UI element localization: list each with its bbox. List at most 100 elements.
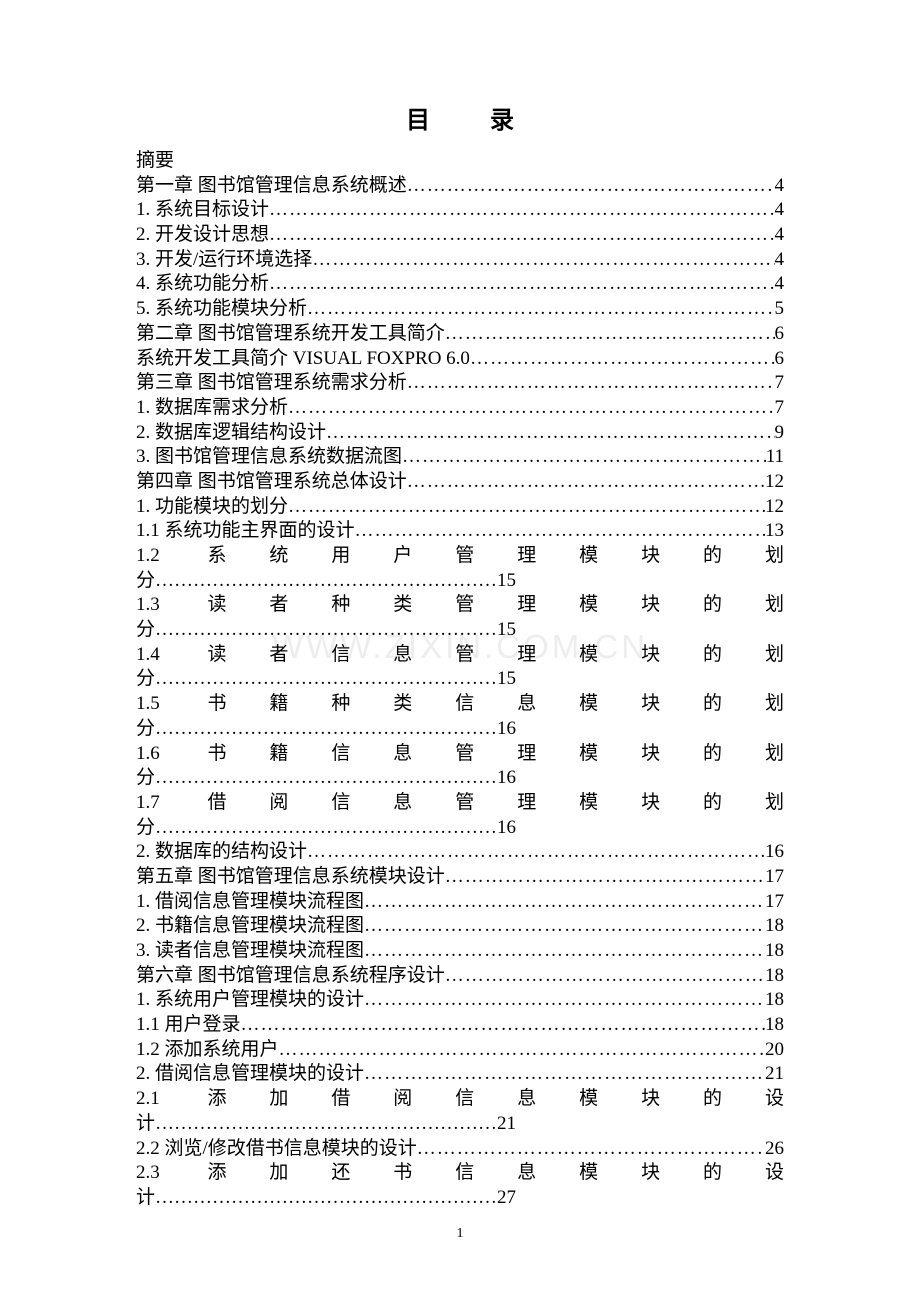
toc-title: 目录 xyxy=(136,100,784,135)
toc-entry-text: 3. 图书馆管理信息系统数据流图 xyxy=(136,445,402,470)
toc-entry: 2. 数据库的结构设计……………………………………………………………………………… xyxy=(136,840,784,865)
toc-entry-continuation: 分………………………………………………15 xyxy=(136,618,784,643)
toc-entry: 第二章 图书馆管理系统开发工具简介……………………………………………………………… xyxy=(136,322,784,347)
toc-entry-dots: …………………………………………………………………………………………………………… xyxy=(407,174,775,199)
toc-entry-justified: 1.2 系统用户管理模块的划 xyxy=(136,544,784,569)
toc-entry-text: 2. 借阅信息管理模块的设计 xyxy=(136,1062,364,1087)
toc-entry-continuation: 计………………………………………………27 xyxy=(136,1186,784,1211)
toc-entry: 5. 系统功能模块分析……………………………………………………………………………… xyxy=(136,297,784,322)
toc-entry-continuation: 分………………………………………………16 xyxy=(136,766,784,791)
toc-entry-dots: …………………………………………………………………………………………………………… xyxy=(407,371,775,396)
toc-entry-text: 1. 数据库需求分析 xyxy=(136,396,288,421)
toc-entry-dots: …………………………………………………………………………………………………………… xyxy=(445,322,775,347)
toc-entry-dots: …………………………………………………………………………………………………………… xyxy=(364,890,765,915)
toc-entry: 2. 书籍信息管理模块流程图……………………………………………………………………… xyxy=(136,914,784,939)
toc-entry-continuation: 计………………………………………………21 xyxy=(136,1112,784,1137)
toc-entry: 1.1 用户登录……………………………………………………………………………………… xyxy=(136,1013,784,1038)
toc-entry-dots: …………………………………………………………………………………………………………… xyxy=(417,1137,765,1162)
toc-entry-text: 系统开发工具简介 VISUAL FOXPRO 6.0 xyxy=(136,347,470,372)
toc-entry-text: 1.2 添加系统用户 xyxy=(136,1038,279,1063)
toc-entry: 3. 开发/运行环境选择…………………………………………………………………………… xyxy=(136,248,784,273)
toc-entry-continuation: 分………………………………………………15 xyxy=(136,667,784,692)
toc-entry-text: 2.2 浏览/修改借书信息模块的设计 xyxy=(136,1137,417,1162)
toc-entry: 1.2 添加系统用户………………………………………………………………………………… xyxy=(136,1038,784,1063)
toc-entry-text: 4. 系统功能分析 xyxy=(136,272,269,297)
toc-entry-page: 9 xyxy=(775,421,785,446)
toc-entry-text: 5. 系统功能模块分析 xyxy=(136,297,307,322)
toc-entry-text: 第二章 图书馆管理系统开发工具简介 xyxy=(136,322,445,347)
toc-entry: 1. 系统用户管理模块的设计……………………………………………………………………… xyxy=(136,988,784,1013)
toc-entry: 2. 开发设计思想…………………………………………………………………………………… xyxy=(136,223,784,248)
toc-entry: 2.2 浏览/修改借书信息模块的设计…………………………………………………………… xyxy=(136,1137,784,1162)
toc-entry-dots: …………………………………………………………………………………………………………… xyxy=(407,470,765,495)
toc-entry-text: 2. 数据库的结构设计 xyxy=(136,840,307,865)
toc-entry-text: 3. 读者信息管理模块流程图 xyxy=(136,939,364,964)
toc-entry: 1.1 系统功能主界面的设计……………………………………………………………………… xyxy=(136,519,784,544)
toc-entry-text: 1.1 系统功能主界面的设计 xyxy=(136,519,355,544)
content-area: 目录 摘要 第一章 图书馆管理信息系统概述…………………………………………………… xyxy=(136,100,784,1211)
toc-entry: 4. 系统功能分析…………………………………………………………………………………… xyxy=(136,272,784,297)
toc-entry-dots: …………………………………………………………………………………………………………… xyxy=(288,495,765,520)
toc-entry-dots: …………………………………………………………………………………………………………… xyxy=(470,347,775,372)
toc-entry-page: 17 xyxy=(765,865,784,890)
toc-entry-text: 2. 数据库逻辑结构设计 xyxy=(136,421,326,446)
toc-entry-page: 16 xyxy=(765,840,784,865)
toc-entry-dots: …………………………………………………………………………………………………………… xyxy=(402,445,766,470)
page-number: 1 xyxy=(457,1226,464,1242)
toc-entry: 3. 图书馆管理信息系统数据流图………………………………………………………………… xyxy=(136,445,784,470)
toc-entry-page: 21 xyxy=(765,1062,784,1087)
toc-entry-page: 12 xyxy=(765,495,784,520)
toc-entry-dots: …………………………………………………………………………………………………………… xyxy=(312,248,774,273)
toc-entry-text: 1. 借阅信息管理模块流程图 xyxy=(136,890,364,915)
toc-entry: 第六章 图书馆管理信息系统程序设计……………………………………………………………… xyxy=(136,964,784,989)
toc-entry-page: 20 xyxy=(765,1038,784,1063)
toc-entry-dots: …………………………………………………………………………………………………………… xyxy=(241,1013,765,1038)
toc-entry: 第四章 图书馆管理系统总体设计…………………………………………………………………… xyxy=(136,470,784,495)
toc-entry-dots: …………………………………………………………………………………………………………… xyxy=(307,840,765,865)
toc-entry-page: 17 xyxy=(765,890,784,915)
toc-entry-continuation: 分………………………………………………16 xyxy=(136,816,784,841)
toc-entry-page: 4 xyxy=(775,272,785,297)
toc-entry-dots: …………………………………………………………………………………………………………… xyxy=(364,1062,765,1087)
page-container: 目录 摘要 第一章 图书馆管理信息系统概述…………………………………………………… xyxy=(0,0,920,1251)
toc-entry-continuation: 分………………………………………………15 xyxy=(136,569,784,594)
toc-entry-page: 4 xyxy=(775,174,785,199)
toc-entry-dots: …………………………………………………………………………………………………………… xyxy=(288,396,774,421)
toc-entry-text: 第六章 图书馆管理信息系统程序设计 xyxy=(136,964,445,989)
toc-entry-text: 1. 系统用户管理模块的设计 xyxy=(136,988,364,1013)
toc-entry-justified: 1.4 读者信息管理模块的划 xyxy=(136,643,784,668)
toc-entry: 第一章 图书馆管理信息系统概述…………………………………………………………………… xyxy=(136,174,784,199)
toc-entry-dots: …………………………………………………………………………………………………………… xyxy=(364,914,765,939)
toc-entry: 1. 系统目标设计…………………………………………………………………………………… xyxy=(136,198,784,223)
toc-entry-dots: …………………………………………………………………………………………………………… xyxy=(279,1038,765,1063)
toc-entry-page: 18 xyxy=(765,988,784,1013)
toc-entry-text: 第三章 图书馆管理系统需求分析 xyxy=(136,371,407,396)
toc-entry-page: 18 xyxy=(765,964,784,989)
toc-entries: 第一章 图书馆管理信息系统概述…………………………………………………………………… xyxy=(136,174,784,1211)
toc-entry-dots: …………………………………………………………………………………………………………… xyxy=(307,297,774,322)
toc-entry-page: 7 xyxy=(775,396,785,421)
toc-entry-text: 3. 开发/运行环境选择 xyxy=(136,248,312,273)
toc-entry-page: 18 xyxy=(765,939,784,964)
toc-entry-dots: …………………………………………………………………………………………………………… xyxy=(269,223,774,248)
toc-entry-page: 12 xyxy=(765,470,784,495)
toc-entry-dots: …………………………………………………………………………………………………………… xyxy=(269,198,774,223)
toc-entry-text: 第五章 图书馆管理信息系统模块设计 xyxy=(136,865,445,890)
toc-entry: 第三章 图书馆管理系统需求分析…………………………………………………………………… xyxy=(136,371,784,396)
abstract-line: 摘要 xyxy=(136,149,784,174)
toc-entry-justified: 1.5 书籍种类信息模块的划 xyxy=(136,692,784,717)
toc-entry-page: 26 xyxy=(765,1137,784,1162)
toc-entry: 3. 读者信息管理模块流程图……………………………………………………………………… xyxy=(136,939,784,964)
toc-entry: 第五章 图书馆管理信息系统模块设计……………………………………………………………… xyxy=(136,865,784,890)
toc-entry-justified: 1.3 读者种类管理模块的划 xyxy=(136,593,784,618)
toc-entry-page: 5 xyxy=(775,297,785,322)
toc-entry-page: 4 xyxy=(775,223,785,248)
toc-entry: 1. 借阅信息管理模块流程图……………………………………………………………………… xyxy=(136,890,784,915)
toc-entry-text: 2. 开发设计思想 xyxy=(136,223,269,248)
toc-entry-page: 7 xyxy=(775,371,785,396)
toc-entry-page: 11 xyxy=(766,445,784,470)
toc-entry-dots: …………………………………………………………………………………………………………… xyxy=(364,988,765,1013)
toc-entry: 2. 借阅信息管理模块的设计……………………………………………………………………… xyxy=(136,1062,784,1087)
toc-entry: 1. 数据库需求分析………………………………………………………………………………… xyxy=(136,396,784,421)
toc-entry-dots: …………………………………………………………………………………………………………… xyxy=(326,421,774,446)
